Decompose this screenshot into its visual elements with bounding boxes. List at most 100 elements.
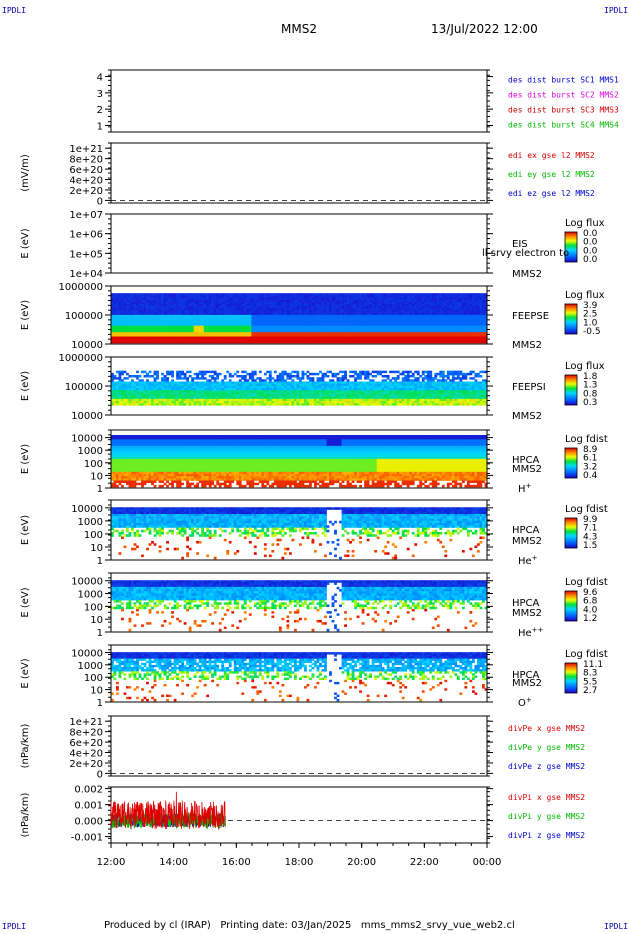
spectrogram-cell bbox=[324, 375, 327, 378]
spectrogram-cell bbox=[221, 392, 225, 395]
spectrogram-cell bbox=[291, 295, 295, 298]
spectrogram-cell bbox=[241, 304, 245, 307]
spectrogram-cell bbox=[113, 334, 117, 337]
spectrogram-cell bbox=[341, 383, 345, 387]
spectrogram-cell bbox=[266, 403, 270, 406]
spectrogram-cell bbox=[454, 293, 458, 296]
spectrogram-cell bbox=[178, 319, 182, 322]
spectrogram-cell bbox=[273, 385, 277, 389]
spectrogram-cell bbox=[449, 323, 453, 326]
spectrogram-cell bbox=[291, 304, 295, 307]
spectrogram-cell bbox=[446, 317, 450, 320]
spectrogram-cell bbox=[479, 308, 483, 311]
spectrogram-cell bbox=[379, 334, 383, 337]
spectrogram-cell bbox=[324, 388, 327, 391]
spectrogram-cell bbox=[464, 295, 468, 298]
spectrogram-cell bbox=[278, 334, 282, 337]
spectrogram-cell bbox=[326, 336, 330, 339]
spectrogram-cell bbox=[231, 398, 235, 402]
spectrogram-cell bbox=[146, 330, 149, 333]
spectrogram-cell bbox=[376, 308, 380, 311]
spectrogram-cell bbox=[156, 401, 159, 404]
spectrogram-cell bbox=[196, 323, 200, 326]
spectrogram-cell bbox=[321, 293, 325, 296]
spectrogram-cell bbox=[231, 299, 235, 303]
spectrogram-cell bbox=[414, 319, 418, 322]
spectrogram-cell bbox=[151, 390, 154, 393]
spectrogram-cell bbox=[341, 319, 345, 322]
spectrogram-cell bbox=[271, 295, 275, 298]
spectrogram-cell bbox=[216, 323, 220, 326]
spectrogram-cell bbox=[173, 319, 177, 322]
spectrogram-cell bbox=[471, 310, 475, 313]
spectrogram-cell bbox=[138, 375, 142, 378]
spectrogram-cell bbox=[221, 293, 225, 296]
spectrogram-cell bbox=[431, 327, 435, 331]
spectrogram-cell bbox=[481, 297, 485, 300]
spectrogram-cell bbox=[304, 297, 307, 300]
spectrogram-cell bbox=[386, 325, 390, 329]
spectrogram-cell bbox=[416, 323, 420, 326]
spectrogram-cell bbox=[126, 332, 129, 335]
spectrogram-cell bbox=[361, 319, 365, 322]
spectrogram-cell bbox=[334, 321, 337, 324]
spectrogram-cell bbox=[436, 317, 440, 320]
spectrogram-cell bbox=[246, 299, 250, 303]
spectrogram-cell bbox=[213, 370, 217, 374]
spectrogram-cell bbox=[364, 299, 367, 303]
spectrogram-cell bbox=[216, 381, 220, 384]
spectrogram-cell bbox=[441, 332, 445, 335]
spectrogram-cell bbox=[221, 314, 225, 318]
spectrogram-cell bbox=[444, 338, 448, 342]
spectrogram-cell bbox=[346, 323, 350, 326]
spectrogram-cell bbox=[153, 304, 157, 307]
spectrogram-cell bbox=[306, 394, 310, 397]
spectrogram-cell bbox=[436, 301, 440, 305]
spectrogram-cell bbox=[351, 310, 355, 313]
spectrogram-cell bbox=[123, 312, 127, 316]
spectrogram-cell bbox=[301, 310, 305, 313]
spectrogram-cell bbox=[349, 306, 352, 309]
spectrogram-cell bbox=[148, 310, 152, 313]
spectrogram-cell bbox=[136, 381, 139, 384]
spectrogram-cell bbox=[311, 332, 315, 335]
spectrogram-cell bbox=[236, 396, 240, 400]
spectrogram-cell bbox=[183, 299, 187, 303]
spectrogram-cell bbox=[256, 334, 260, 337]
spectrogram-cell bbox=[429, 293, 433, 296]
spectrogram-cell bbox=[356, 330, 360, 333]
spectrogram-cell bbox=[349, 295, 352, 298]
spectrogram-cell bbox=[404, 314, 408, 318]
spectrogram-cell bbox=[216, 317, 220, 320]
spectrogram-cell bbox=[306, 301, 310, 305]
spectrogram-cell bbox=[484, 310, 488, 313]
spectrogram-cell bbox=[286, 390, 290, 393]
spectrogram-cell bbox=[228, 375, 232, 378]
spectrogram-cell bbox=[148, 314, 152, 318]
spectrogram-cell bbox=[299, 332, 302, 335]
spectrogram-cell bbox=[211, 396, 215, 400]
spectrogram-cell bbox=[151, 295, 154, 298]
spectrogram-cell bbox=[351, 381, 355, 384]
spectrogram-cell bbox=[416, 308, 420, 311]
spectrogram-cell bbox=[299, 379, 302, 382]
spectrogram-cell bbox=[346, 293, 350, 296]
spectrogram-cell bbox=[246, 338, 250, 342]
spectrogram-cell bbox=[141, 340, 144, 344]
spectrogram-cell bbox=[256, 392, 260, 395]
spectrogram-cell bbox=[253, 310, 257, 313]
spectrogram-cell bbox=[243, 338, 247, 342]
spectrogram-cell bbox=[138, 308, 142, 311]
spectrogram-cell bbox=[126, 390, 129, 393]
spectrogram-cell bbox=[349, 330, 352, 333]
spectrogram-cell bbox=[228, 301, 232, 305]
spectrogram-cell bbox=[319, 392, 322, 395]
spectrogram-cell bbox=[171, 332, 174, 335]
spectrogram-cell bbox=[238, 338, 242, 342]
spectrogram-cell bbox=[113, 385, 117, 389]
spectrogram-cell bbox=[263, 388, 267, 391]
spectrogram-cell bbox=[319, 334, 322, 337]
spectrogram-cell bbox=[354, 319, 357, 322]
spectrogram-cell bbox=[379, 295, 383, 298]
spectrogram-cell bbox=[178, 314, 182, 318]
